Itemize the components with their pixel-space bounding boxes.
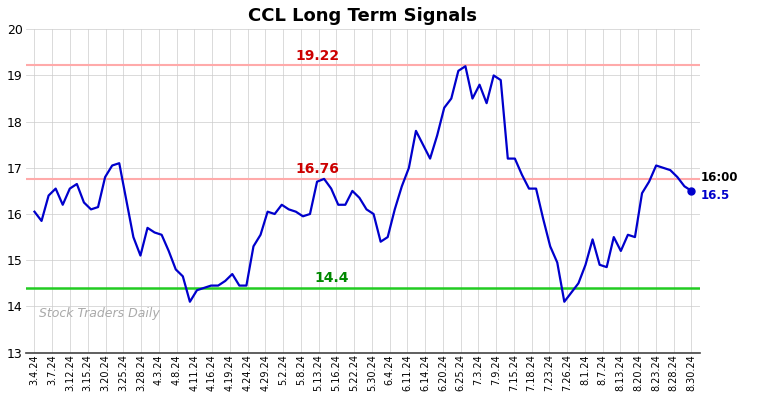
- Text: 16.5: 16.5: [700, 189, 730, 202]
- Title: CCL Long Term Signals: CCL Long Term Signals: [249, 7, 477, 25]
- Text: 16.76: 16.76: [296, 162, 339, 176]
- Text: Stock Traders Daily: Stock Traders Daily: [39, 307, 160, 320]
- Text: 19.22: 19.22: [296, 49, 340, 62]
- Text: 14.4: 14.4: [314, 271, 349, 285]
- Text: 16:00: 16:00: [700, 172, 738, 185]
